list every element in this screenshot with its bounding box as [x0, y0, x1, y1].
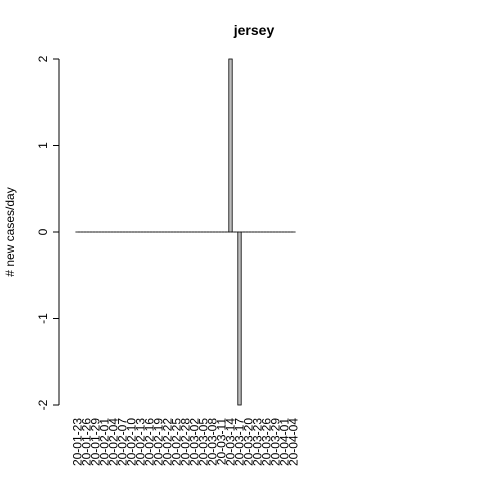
x-tick-label: 20-03-29: [269, 418, 283, 466]
plot-area: -2-101220-01-2320-01-2620-01-2920-02-012…: [36, 55, 300, 466]
y-tick-label: 2: [36, 55, 50, 62]
x-tick-label: 20-01-23: [71, 418, 85, 466]
bar: [228, 58, 233, 233]
x-tick-label: 20-03-11: [215, 418, 229, 465]
x-tick-label: 20-02-19: [152, 418, 166, 466]
x-tick-label: 20-02-16: [143, 418, 157, 466]
x-tick-label: 20-03-05: [197, 418, 211, 466]
x-tick-label: 20-03-23: [251, 418, 265, 466]
x-tick-label: 20-03-17: [233, 418, 247, 466]
x-tick-label: 20-02-04: [107, 418, 121, 466]
x-tick-label: 20-04-01: [278, 418, 292, 466]
x-tick-label: 20-02-28: [179, 418, 193, 466]
x-tick-label: 20-01-26: [80, 418, 94, 466]
x-tick-label: 20-03-14: [224, 418, 238, 466]
x-tick-label: 20-01-29: [89, 418, 103, 466]
bar: [237, 231, 242, 406]
y-tick-label: -2: [36, 399, 50, 410]
x-tick-label: 20-03-08: [206, 418, 220, 466]
x-tick-label: 20-03-20: [242, 418, 256, 466]
y-tick-label: 0: [36, 228, 50, 235]
x-tick-label: 20-02-07: [116, 418, 130, 466]
chart-title: jersey: [233, 22, 275, 38]
x-tick-label: 20-02-25: [170, 418, 184, 466]
y-axis-label: # new cases/day: [3, 187, 17, 276]
x-tick-label: 20-03-02: [188, 418, 202, 466]
x-tick-label: 20-02-10: [125, 418, 139, 466]
y-tick-label: -1: [36, 313, 50, 324]
x-tick-label: 20-02-22: [161, 418, 175, 466]
x-tick-label: 20-02-01: [98, 418, 112, 466]
y-tick-label: 1: [36, 142, 50, 149]
x-tick-label: 20-02-13: [134, 418, 148, 466]
x-tick-label: 20-04-04: [287, 418, 301, 466]
x-tick-label: 20-03-26: [260, 418, 274, 466]
